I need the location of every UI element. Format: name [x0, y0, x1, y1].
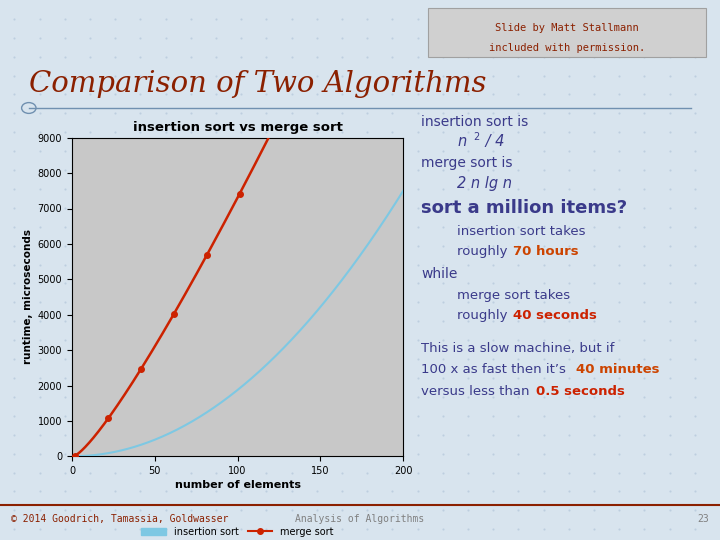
X-axis label: number of elements: number of elements: [175, 480, 301, 490]
merge sort: [201, 255, 210, 261]
Text: included with permission.: included with permission.: [488, 43, 645, 52]
insertion sort: [110, 449, 119, 455]
Text: Comparison of Two Algorithms: Comparison of Two Algorithms: [29, 70, 486, 98]
Text: sort a million items?: sort a million items?: [421, 199, 627, 217]
Text: 100 x as fast then it’s: 100 x as fast then it’s: [421, 363, 570, 376]
Text: roughly: roughly: [457, 245, 512, 258]
Legend: insertion sort, merge sort: insertion sort, merge sort: [138, 523, 338, 540]
Text: insertion sort is: insertion sort is: [421, 114, 528, 129]
insertion sort: [399, 187, 408, 194]
Text: 70 hours: 70 hours: [513, 245, 578, 258]
Title: insertion sort vs merge sort: insertion sort vs merge sort: [132, 121, 343, 134]
insertion sort: [201, 410, 210, 417]
Line: merge sort: merge sort: [73, 0, 406, 458]
FancyBboxPatch shape: [428, 8, 706, 57]
merge sort: [178, 296, 186, 303]
insertion sort: [71, 453, 80, 460]
Text: merge sort is: merge sort is: [421, 156, 513, 170]
insertion sort: [307, 314, 316, 320]
merge sort: [71, 453, 80, 459]
Y-axis label: runtime, microseconds: runtime, microseconds: [24, 230, 34, 364]
merge sort: [110, 406, 119, 413]
Text: This is a slow machine, but if: This is a slow machine, but if: [421, 342, 615, 355]
Line: insertion sort: insertion sort: [76, 191, 403, 456]
Text: 0.5 seconds: 0.5 seconds: [536, 385, 625, 398]
Text: n: n: [457, 134, 467, 149]
Text: © 2014 Goodrich, Tamassia, Goldwasser: © 2014 Goodrich, Tamassia, Goldwasser: [11, 515, 228, 524]
Text: while: while: [421, 267, 458, 281]
merge sort: [307, 48, 316, 55]
insertion sort: [277, 347, 286, 353]
Text: insertion sort takes: insertion sort takes: [457, 225, 585, 238]
Text: / 4: / 4: [481, 134, 504, 149]
Text: 23: 23: [698, 515, 709, 524]
Text: 2 n lg n: 2 n lg n: [457, 176, 512, 191]
insertion sort: [310, 312, 318, 318]
Text: 40 seconds: 40 seconds: [513, 309, 596, 322]
Text: roughly: roughly: [457, 309, 512, 322]
merge sort: [277, 109, 286, 116]
merge sort: [310, 45, 318, 51]
Text: Slide by Matt Stallmann: Slide by Matt Stallmann: [495, 23, 639, 33]
Text: Analysis of Algorithms: Analysis of Algorithms: [295, 515, 425, 524]
Text: merge sort takes: merge sort takes: [457, 289, 570, 302]
Text: versus less than: versus less than: [421, 385, 534, 398]
Text: 40 minutes: 40 minutes: [576, 363, 660, 376]
insertion sort: [178, 424, 186, 430]
Text: 2: 2: [473, 132, 480, 142]
